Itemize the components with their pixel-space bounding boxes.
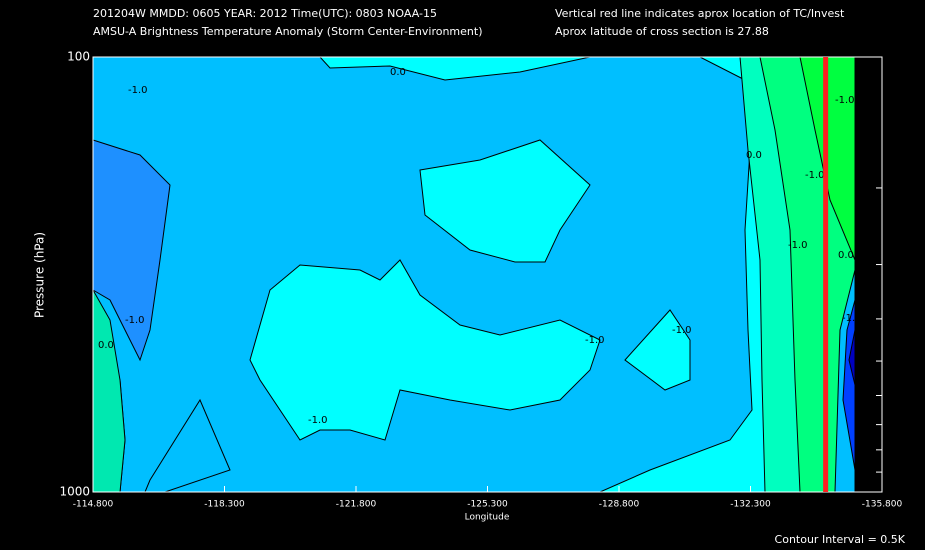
contour-label: 0.0 [390,67,406,78]
x-tick-label: -121.800 [336,500,377,510]
contour-fill [624,309,691,391]
contour-label: 0.0 [838,250,854,261]
contour-label: -1.0 [308,415,328,426]
x-tick-label: -128.800 [599,500,640,510]
contour-label: -1.0 [125,315,145,326]
x-tick-label: -135.800 [862,500,903,510]
contour-label: 0.0 [746,150,762,161]
contour-label: -1.0 [128,85,148,96]
x-tick-label: -118.300 [204,500,245,510]
header-right: Vertical red line indicates aprox locati… [555,7,845,20]
contour-label: -1.0 [805,170,825,181]
contour-fill [92,56,753,493]
header-right: Aprox latitude of cross section is 27.88 [555,25,769,38]
contour-fill [249,259,601,441]
contour-label: -1.0 [842,313,862,324]
y-tick-label: 100 [67,50,90,64]
contour-label: -1.0 [585,335,605,346]
x-tick-label: -132.300 [730,500,771,510]
contour-field [92,56,856,493]
x-axis-label: Longitude [465,513,510,523]
x-tick-label: -125.300 [467,500,508,510]
header-left: AMSU-A Brightness Temperature Anomaly (S… [93,25,483,38]
contour-fill [419,139,591,263]
contour-label: 0.0 [98,340,114,351]
y-axis-label: Pressure (hPa) [33,232,47,318]
header-left: 201204W MMDD: 0605 YEAR: 2012 Time(UTC):… [93,7,437,20]
contour-fill [848,329,856,386]
contour-labels: -1.0 0.0 -1.0 0.0 -1.0 -1.0 -1.0 -1.0 0.… [98,67,862,426]
contour-label: -1.0 [672,325,692,336]
contour-fill [92,139,171,362]
footer: Contour Interval = 0.5K [775,533,906,546]
contour-label: -1.0 [788,240,808,251]
contour-label: -1.0 [835,95,855,106]
y-tick-label: 1000 [59,485,90,499]
x-tick-label: -114.800 [73,500,114,510]
